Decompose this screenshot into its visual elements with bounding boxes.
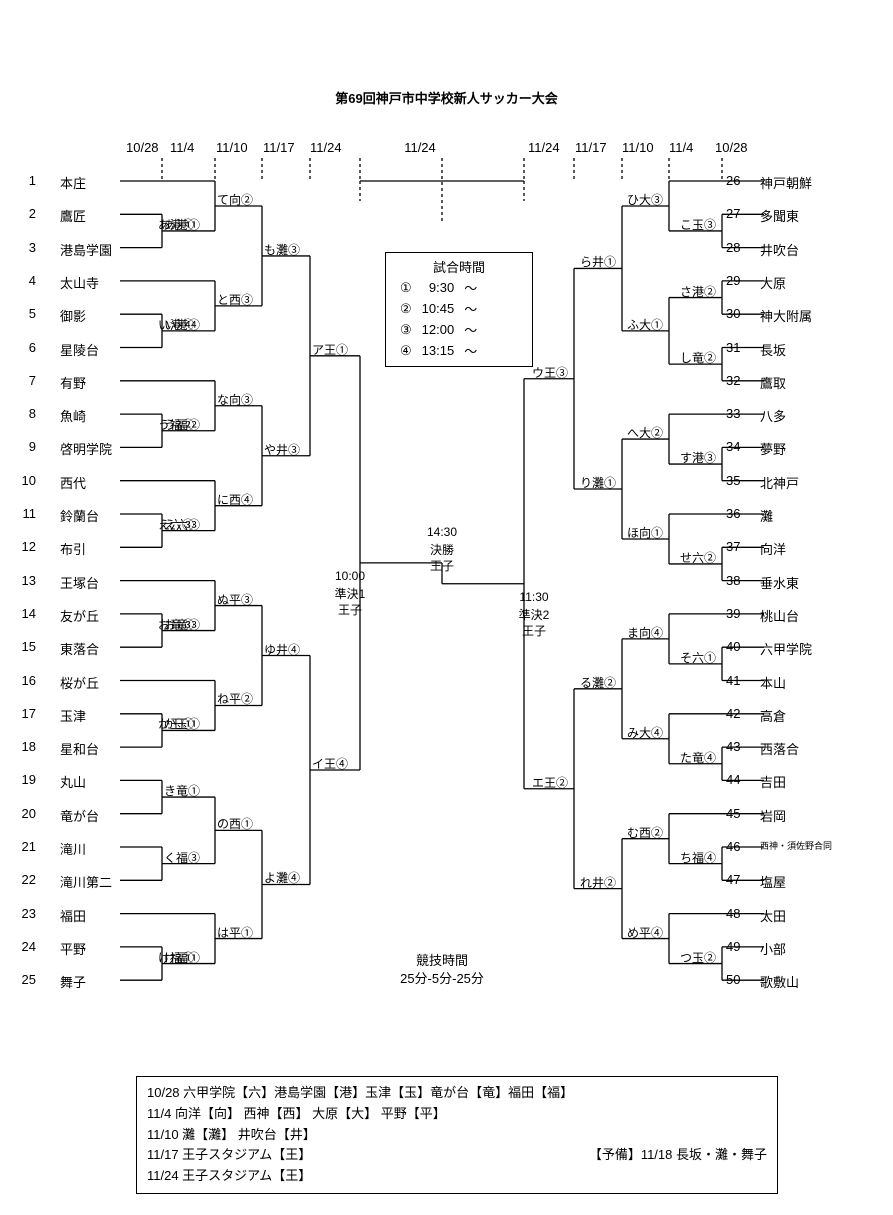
schedule-table: ①9:30～②10:45～③12:00～④13:15～ bbox=[394, 276, 483, 362]
schedule-header: 試合時間 bbox=[394, 257, 524, 276]
venues-box: 10/28 六甲学院【六】港島学園【港】玉津【玉】竜が台【竜】福田【福】11/4… bbox=[136, 1076, 778, 1194]
page-title: 第69回神戸市中学校新人サッカー大会 bbox=[0, 88, 893, 107]
schedule-box: 試合時間 ①9:30～②10:45～③12:00～④13:15～ bbox=[385, 252, 533, 367]
